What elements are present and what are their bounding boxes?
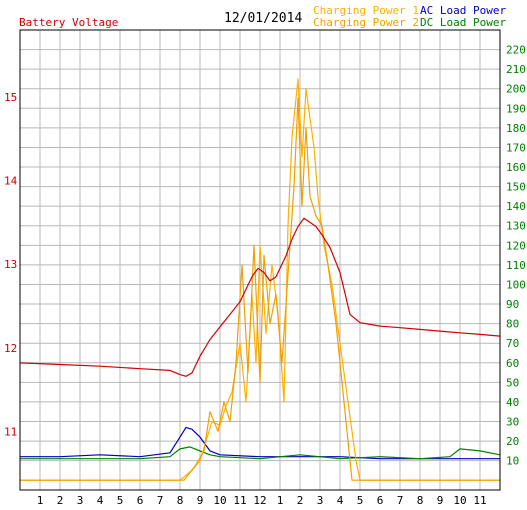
right-tick-label: 210 (506, 63, 526, 76)
legend-charging-power-2: Charging Power 2 (313, 16, 419, 29)
x-tick-label: 6 (377, 494, 384, 507)
right-tick-label: 130 (506, 220, 526, 233)
x-tick-label: 4 (337, 494, 344, 507)
x-tick-label: 1 (277, 494, 284, 507)
right-tick-label: 170 (506, 141, 526, 154)
series-line-charging-power-2 (20, 97, 500, 481)
legend-charging-power-1: Charging Power 1 (313, 4, 419, 17)
left-tick-label: 15 (4, 91, 17, 104)
x-tick-label: 7 (397, 494, 404, 507)
x-tick-label: 4 (97, 494, 104, 507)
x-tick-label: 5 (357, 494, 364, 507)
left-tick-label: 14 (4, 175, 18, 188)
legend-ac-load-power: AC Load Power (420, 4, 506, 17)
right-tick-label: 20 (506, 435, 519, 448)
right-tick-label: 220 (506, 44, 526, 57)
right-tick-label: 70 (506, 337, 519, 350)
right-tick-label: 30 (506, 415, 519, 428)
left-tick-label: 11 (4, 425, 17, 438)
x-tick-label: 11 (473, 494, 486, 507)
right-tick-label: 80 (506, 318, 519, 331)
x-tick-label: 3 (317, 494, 324, 507)
right-axis-tick-labels: 10 20 30 40 50 60 70 80 90 100 110 120 130 140 150 160 1… (506, 44, 526, 468)
x-tick-label: 12 (253, 494, 266, 507)
x-tick-label: 7 (157, 494, 164, 507)
right-tick-label: 40 (506, 396, 519, 409)
chart-title: 12/01/2014 (224, 11, 302, 26)
x-tick-label: 5 (117, 494, 124, 507)
right-tick-label: 190 (506, 102, 526, 115)
right-tick-label: 10 (506, 455, 519, 468)
left-axis-tick-labels: 11 12 13 14 15 (4, 91, 18, 439)
right-tick-label: 90 (506, 298, 519, 311)
series-line-battery-voltage (19, 217, 501, 377)
x-tick-label: 1 (37, 494, 44, 507)
x-tick-label: 9 (197, 494, 204, 507)
left-axis-title: Battery Voltage (19, 16, 118, 29)
grid (20, 30, 500, 490)
x-tick-label: 8 (177, 494, 184, 507)
x-tick-label: 3 (77, 494, 84, 507)
plot-frame (19, 29, 501, 491)
x-axis-tick-labels: 1 2 3 4 5 6 7 8 9 10 11 12 1 2 3 4 5 6 7 8 9 10 11 (37, 494, 487, 507)
right-tick-label: 110 (506, 259, 526, 272)
right-tick-label: 120 (506, 239, 526, 252)
series-line-dc-load-power (20, 446, 501, 460)
left-tick-label: 12 (4, 342, 17, 355)
right-tick-label: 200 (506, 83, 526, 96)
right-tick-label: 50 (506, 376, 519, 389)
x-tick-label: 6 (137, 494, 144, 507)
x-tick-label: 2 (57, 494, 64, 507)
x-tick-label: 10 (453, 494, 466, 507)
x-tick-label: 9 (437, 494, 444, 507)
x-tick-label: 10 (213, 494, 226, 507)
right-tick-label: 160 (506, 161, 526, 174)
right-tick-label: 100 (506, 278, 526, 291)
right-tick-label: 140 (506, 200, 526, 213)
right-tick-label: 150 (506, 181, 526, 194)
x-tick-label: 2 (297, 494, 304, 507)
right-tick-label: 60 (506, 357, 519, 370)
legend-dc-load-power: DC Load Power (420, 16, 506, 29)
x-tick-label: 11 (233, 494, 246, 507)
x-tick-label: 8 (417, 494, 424, 507)
left-tick-label: 13 (4, 258, 17, 271)
right-tick-label: 180 (506, 122, 526, 135)
series-layer (19, 78, 501, 481)
